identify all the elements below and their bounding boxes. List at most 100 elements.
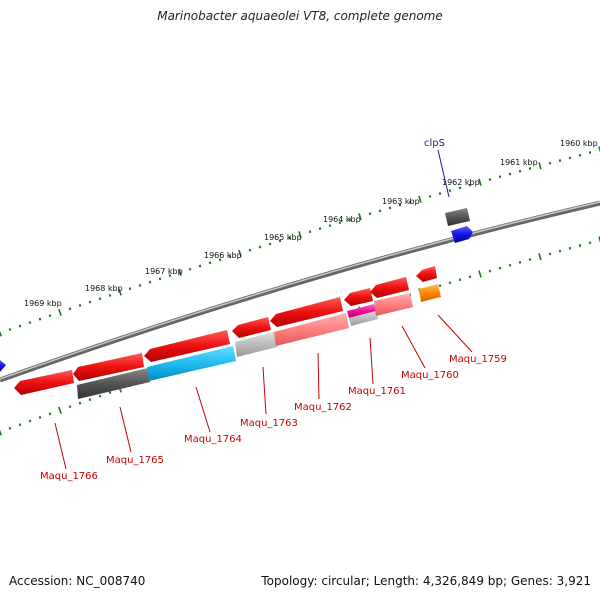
feature-maqu-1764-cyan[interactable]	[147, 346, 236, 381]
outer-ruler-minor-tick	[158, 277, 162, 281]
outer-ruler-minor-tick	[518, 169, 522, 173]
feature-maqu-1761-light-grey[interactable]	[349, 311, 378, 326]
inner-ruler-minor-tick	[468, 275, 472, 279]
gene-arrow-maqu-1763[interactable]	[232, 317, 271, 338]
inner-ruler-minor-tick	[98, 394, 102, 398]
gene-arrow-maqu-1766[interactable]	[14, 370, 74, 395]
feature-maqu-1759-orange[interactable]	[419, 284, 441, 302]
outer-ruler-ticks	[0, 146, 600, 337]
gene-label-maqu-1759[interactable]: Maqu_1759	[449, 354, 507, 365]
gene-label-clps[interactable]: clpS	[424, 138, 445, 149]
inner-ruler-minor-tick	[68, 405, 72, 409]
inner-ruler-minor-tick	[38, 415, 42, 419]
label-leaders	[54, 149, 473, 470]
outer-ruler-minor-tick	[568, 156, 572, 160]
inner-ruler-major-tick	[478, 270, 482, 278]
kbp-label-1964: 1964 kbp	[323, 215, 361, 224]
outer-ruler-minor-tick	[408, 200, 412, 204]
feature-maqu-1760-pink[interactable]	[374, 293, 413, 316]
leader-maqu-1764	[195, 386, 211, 433]
clps-gene-arrow[interactable]	[451, 226, 473, 243]
kbp-label-1963: 1963 kbp	[382, 197, 420, 206]
outer-ruler-minor-tick	[198, 264, 202, 268]
outer-ruler-major-tick	[358, 213, 362, 221]
gene-arrow-maqu-1761[interactable]	[344, 288, 373, 306]
outer-ruler-major-tick	[298, 231, 302, 239]
outer-ruler-minor-tick	[138, 283, 142, 287]
outer-ruler-minor-tick	[348, 218, 352, 222]
inner-ruler-minor-tick	[508, 263, 512, 267]
leader-clps	[437, 149, 450, 198]
kbp-label-1966: 1966 kbp	[204, 251, 242, 260]
leader-maqu-1765	[119, 406, 132, 453]
feature-maqu-1762-pink[interactable]	[274, 313, 349, 346]
outer-ruler-minor-tick	[578, 153, 582, 157]
kbp-label-1965: 1965 kbp	[264, 233, 302, 242]
gene-arrow-maqu-1764[interactable]	[144, 330, 230, 362]
inner-ruler-minor-tick	[18, 423, 22, 427]
inner-ruler-minor-tick	[528, 258, 532, 261]
gene-arrow-maqu-1760[interactable]	[370, 277, 409, 298]
kbp-label-1969: 1969 kbp	[24, 299, 62, 308]
accession-text: Accession: NC_008740	[9, 574, 146, 588]
gene-label-maqu-1763[interactable]: Maqu_1763	[240, 418, 298, 429]
gene-arrow-maqu-1762[interactable]	[270, 297, 343, 327]
outer-ruler-minor-tick	[108, 293, 112, 297]
inner-ruler-major-tick	[538, 253, 542, 261]
gene-arrow-maqu-1759[interactable]	[416, 266, 437, 282]
outer-ruler-minor-tick	[228, 254, 232, 258]
outer-ruler-major-tick	[58, 308, 62, 316]
gene-label-maqu-1764[interactable]: Maqu_1764	[184, 434, 242, 445]
outer-ruler-minor-tick	[498, 175, 502, 179]
outer-ruler-minor-tick	[48, 314, 52, 318]
inner-ruler-minor-tick	[518, 260, 522, 264]
inner-ruler-minor-tick	[78, 401, 82, 405]
outer-ruler-minor-tick	[38, 317, 42, 321]
feature-maqu-1761-magenta[interactable]	[347, 304, 376, 318]
outer-ruler-minor-tick	[468, 183, 472, 187]
outer-ruler-minor-tick	[378, 209, 382, 213]
outer-ruler-minor-tick	[368, 212, 372, 216]
inner-ruler-minor-tick	[108, 391, 112, 395]
gene-label-maqu-1760[interactable]: Maqu_1760	[401, 370, 459, 381]
feature-maqu-1763-light-grey[interactable]	[235, 332, 277, 357]
kbp-labels: 1960 kbp 1961 kbp 1962 kbp 1963 kbp 1964…	[24, 139, 598, 308]
inner-ruler-minor-tick	[438, 284, 442, 288]
outer-ruler-minor-tick	[248, 248, 252, 252]
outer-ruler-minor-tick	[528, 167, 532, 170]
inner-ruler-major-tick	[0, 429, 2, 436]
outer-ruler-major-tick	[178, 268, 182, 277]
kbp-label-1962: 1962 kbp	[442, 178, 480, 187]
leader-maqu-1760	[401, 325, 426, 369]
outer-ruler-minor-tick	[68, 307, 72, 311]
clps-gene-grey[interactable]	[445, 208, 470, 226]
reverse-strand-features	[77, 284, 441, 399]
outer-ruler-major-tick	[118, 288, 122, 296]
outer-ruler-major-tick	[238, 249, 242, 257]
outer-ruler-minor-tick	[278, 239, 282, 243]
forward-gene-left-edge[interactable]	[0, 360, 6, 372]
inner-ruler-minor-tick	[8, 426, 12, 430]
forward-strand-features	[0, 208, 473, 372]
gene-label-maqu-1765[interactable]: Maqu_1765	[106, 455, 164, 466]
outer-ruler-minor-tick	[208, 261, 212, 265]
inner-ruler-minor-tick	[48, 412, 52, 416]
gene-labels: clpS Maqu_1759 Maqu_1760 Maqu_1761 Maqu_…	[40, 138, 507, 482]
outer-ruler-major-tick	[0, 330, 2, 337]
outer-ruler-minor-tick	[18, 324, 22, 328]
leader-maqu-1759	[437, 314, 473, 353]
gene-arrow-maqu-1765[interactable]	[73, 353, 144, 381]
outer-ruler-minor-tick	[258, 245, 262, 249]
outer-ruler-minor-tick	[28, 321, 32, 325]
outer-ruler-minor-tick	[448, 189, 452, 193]
leader-maqu-1763	[262, 366, 267, 415]
gene-label-maqu-1761[interactable]: Maqu_1761	[348, 386, 406, 397]
feature-maqu-1765-grey[interactable]	[77, 368, 150, 399]
inner-ruler-minor-tick	[588, 241, 592, 245]
outer-ruler-minor-tick	[88, 300, 92, 304]
outer-ruler-minor-tick	[508, 172, 512, 176]
outer-ruler-minor-tick	[168, 274, 172, 278]
outer-ruler-minor-tick	[268, 242, 272, 246]
gene-label-maqu-1762[interactable]: Maqu_1762	[294, 402, 352, 413]
gene-label-maqu-1766[interactable]: Maqu_1766	[40, 471, 98, 482]
